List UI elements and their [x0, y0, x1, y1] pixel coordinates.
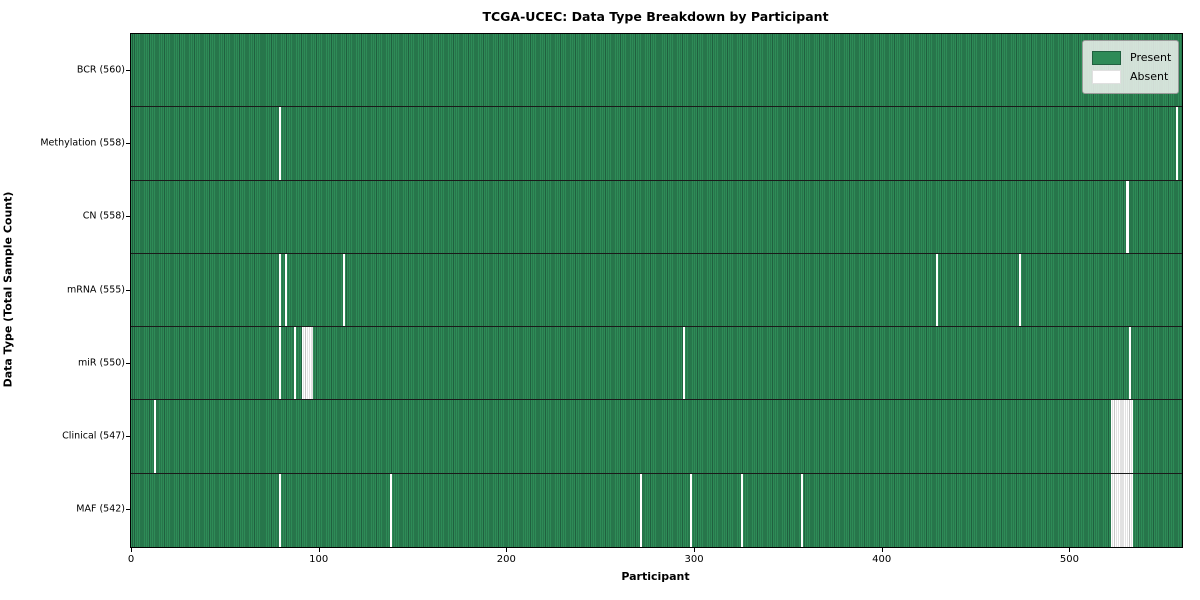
- legend: Present Absent: [1082, 40, 1179, 94]
- y-tick-mark: [126, 69, 130, 71]
- y-tick-label: BCR (560): [76, 64, 125, 76]
- absent-swatch-icon: [1092, 69, 1121, 84]
- x-tick-label: 500: [1059, 554, 1079, 565]
- legend-label: Absent: [1130, 70, 1169, 83]
- y-tick-mark: [126, 362, 130, 364]
- y-tick-mark: [126, 142, 130, 144]
- absent-stripe: [284, 253, 287, 327]
- absent-stripe: [389, 473, 392, 547]
- absent-stripe: [279, 253, 282, 327]
- absent-stripe: [294, 327, 297, 400]
- heatmap-row-clinical: [131, 400, 1182, 474]
- heatmap-row-methylation: [131, 107, 1182, 181]
- y-tick-mark: [126, 289, 130, 291]
- absent-stripe: [690, 473, 693, 547]
- absent-stripe: [279, 107, 282, 180]
- chart-title: TCGA-UCEC: Data Type Breakdown by Partic…: [482, 9, 829, 24]
- heatmap-row-maf: [131, 473, 1182, 547]
- absent-stripe: [682, 327, 685, 400]
- heatmap-row-cn: [131, 180, 1182, 254]
- x-tick-label: 200: [496, 554, 516, 565]
- absent-stripe: [1125, 180, 1130, 253]
- x-tick-mark: [881, 548, 883, 552]
- y-tick-mark: [126, 436, 130, 438]
- x-tick-label: 300: [684, 554, 704, 565]
- y-tick-label: Methylation (558): [40, 137, 125, 149]
- y-tick-mark: [126, 216, 130, 218]
- absent-stripe: [639, 473, 642, 547]
- y-tick-label: CN (558): [82, 210, 125, 222]
- legend-item-present: Present: [1083, 50, 1178, 65]
- y-tick-mark: [126, 509, 130, 511]
- legend-item-absent: Absent: [1083, 69, 1178, 84]
- x-tick-mark: [506, 548, 508, 552]
- x-tick-mark: [131, 548, 132, 552]
- plot-area: [130, 33, 1183, 548]
- x-tick-mark: [1069, 548, 1071, 552]
- y-tick-label: miR (550): [77, 357, 125, 369]
- legend-label: Present: [1130, 51, 1172, 64]
- absent-stripe: [279, 473, 282, 547]
- absent-stripe: [1110, 473, 1134, 547]
- absent-stripe: [740, 473, 743, 547]
- x-axis-label: Participant: [621, 570, 690, 583]
- y-tick-label: Clinical (547): [62, 430, 125, 442]
- absent-stripe: [936, 253, 939, 327]
- y-axis-label: Data Type (Total Sample Count): [1, 191, 15, 388]
- heatmap-row-mrna: [131, 253, 1182, 328]
- x-tick-mark: [694, 548, 696, 552]
- x-tick-label: 0: [127, 554, 135, 565]
- absent-stripe: [153, 400, 156, 473]
- present-swatch-icon: [1092, 50, 1121, 65]
- absent-stripe: [1110, 400, 1134, 473]
- absent-stripe: [1129, 327, 1132, 400]
- heatmap-row-bcr: [131, 34, 1182, 108]
- x-tick-label: 400: [872, 554, 892, 565]
- heatmap-row-mir: [131, 327, 1182, 401]
- y-tick-label: MAF (542): [76, 503, 125, 515]
- absent-stripe: [1176, 107, 1179, 180]
- absent-stripe: [801, 473, 803, 547]
- y-tick-label: mRNA (555): [66, 284, 125, 295]
- absent-stripe: [279, 327, 282, 400]
- absent-stripe: [343, 253, 346, 327]
- x-tick-label: 100: [309, 554, 329, 565]
- x-tick-mark: [318, 548, 320, 552]
- absent-stripe: [301, 327, 314, 400]
- absent-stripe: [1018, 253, 1021, 327]
